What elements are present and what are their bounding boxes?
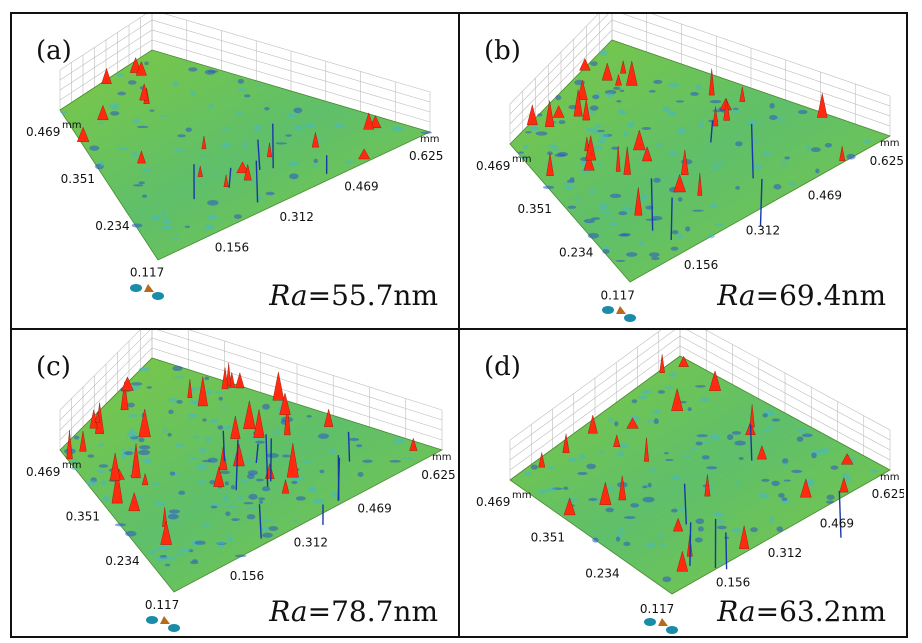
ra-value-b: =69.4nm bbox=[755, 279, 886, 312]
y-tick-label: 0.234 bbox=[105, 554, 139, 568]
panel-label-b: (b) bbox=[484, 36, 521, 66]
x-tick-label: 0.625 bbox=[421, 468, 455, 482]
x-tick-label: 0.156 bbox=[215, 241, 249, 255]
y-tick-label: 0.351 bbox=[61, 172, 95, 186]
surface-plot-a: 0.469 0.351 0.234 0.117 mm 0.156 0.312 0.469 0.6… bbox=[26, 14, 443, 300]
x-tick-label: 0.312 bbox=[280, 210, 314, 224]
rotation-gizmo-icon[interactable] bbox=[130, 284, 164, 300]
x-tick-label: 0.469 bbox=[357, 502, 391, 516]
roughness-label-d: Ra=63.2nm bbox=[717, 595, 886, 628]
back-grid bbox=[509, 330, 891, 481]
ra-symbol-b: Ra bbox=[717, 279, 756, 312]
x-tick-label: 0.469 bbox=[820, 516, 854, 530]
panel-label-d: (d) bbox=[484, 352, 521, 382]
surface-plot-d: 0.469 0.351 0.234 0.117 mm 0.156 0.312 0.469 0.6… bbox=[476, 330, 904, 634]
surface-peaks bbox=[538, 354, 854, 572]
figure-grid: 0.469 0.351 0.234 0.117 mm 0.156 0.312 0.469 0.6… bbox=[10, 12, 908, 638]
surface-pits bbox=[650, 120, 763, 241]
surface-peaks bbox=[526, 58, 846, 216]
panel-b: 0.469 0.351 0.234 0.117 mm 0.156 0.312 0.469 0.6… bbox=[460, 14, 904, 326]
ra-value-d: =63.2nm bbox=[755, 595, 886, 628]
divider-horizontal bbox=[12, 328, 906, 330]
y-tick-label: 0.351 bbox=[66, 509, 100, 523]
y-tick-label: 0.469 bbox=[26, 465, 60, 479]
y-tick-label: 0.117 bbox=[640, 602, 674, 616]
x-unit-label: mm bbox=[432, 452, 451, 463]
back-grid bbox=[59, 14, 431, 133]
surface-texture bbox=[523, 372, 878, 583]
y-unit-label: mm bbox=[512, 154, 531, 165]
rotation-gizmo-icon[interactable] bbox=[644, 618, 678, 634]
y-tick-label: 0.117 bbox=[130, 266, 164, 280]
rotation-gizmo-icon[interactable] bbox=[602, 306, 636, 322]
x-unit-label: mm bbox=[420, 134, 439, 145]
x-unit-label: mm bbox=[880, 138, 899, 149]
y-tick-label: 0.234 bbox=[95, 219, 129, 233]
x-tick-label: 0.469 bbox=[344, 180, 378, 194]
panel-label-a: (a) bbox=[36, 36, 72, 66]
x-tick-label: 0.312 bbox=[294, 535, 328, 549]
x-tick-label: 0.156 bbox=[684, 258, 718, 272]
panel-c: 0.469 0.351 0.234 0.117 mm 0.156 0.312 0.469 0.6… bbox=[12, 330, 456, 642]
x-tick-label: 0.469 bbox=[808, 189, 842, 203]
y-tick-label: 0.234 bbox=[559, 245, 593, 259]
y-tick-label: 0.469 bbox=[476, 495, 510, 509]
ra-symbol-c: Ra bbox=[269, 595, 308, 628]
y-tick-label: 0.469 bbox=[26, 125, 60, 139]
ra-symbol-d: Ra bbox=[717, 595, 756, 628]
ra-symbol-a: Ra bbox=[269, 279, 308, 312]
y-unit-label: mm bbox=[62, 460, 81, 471]
rotation-gizmo-icon[interactable] bbox=[146, 616, 180, 632]
panel-label-c: (c) bbox=[36, 352, 71, 382]
divider-vertical bbox=[458, 14, 460, 636]
roughness-label-a: Ra=55.7nm bbox=[269, 279, 438, 312]
y-tick-label: 0.234 bbox=[585, 566, 619, 580]
y-tick-label: 0.469 bbox=[476, 159, 510, 173]
y-unit-label: mm bbox=[62, 120, 81, 131]
y-tick-label: 0.117 bbox=[601, 288, 635, 302]
axes: 0.469 0.351 0.234 0.117 mm 0.156 0.312 0.469 0.6… bbox=[476, 138, 904, 302]
surface-pits bbox=[683, 424, 842, 570]
x-tick-label: 0.625 bbox=[409, 149, 443, 163]
x-tick-label: 0.312 bbox=[746, 223, 780, 237]
x-unit-label: mm bbox=[880, 472, 899, 483]
x-tick-label: 0.312 bbox=[768, 546, 802, 560]
roughness-label-c: Ra=78.7nm bbox=[269, 595, 438, 628]
axes: 0.469 0.351 0.234 0.117 mm 0.156 0.312 0.469 0.6… bbox=[26, 120, 443, 280]
surface-peaks bbox=[76, 57, 382, 187]
x-tick-label: 0.625 bbox=[870, 154, 904, 168]
ra-value-c: =78.7nm bbox=[307, 595, 438, 628]
surface-pits bbox=[193, 123, 328, 203]
surface-pits bbox=[222, 430, 351, 539]
panel-a: 0.469 0.351 0.234 0.117 mm 0.156 0.312 0.469 0.6… bbox=[12, 14, 456, 326]
surface-texture bbox=[518, 49, 871, 262]
axes: 0.469 0.351 0.234 0.117 mm 0.156 0.312 0.469 0.6… bbox=[26, 452, 456, 612]
axes: 0.469 0.351 0.234 0.117 mm 0.156 0.312 0.469 0.6… bbox=[476, 472, 904, 616]
y-tick-label: 0.351 bbox=[531, 531, 565, 545]
y-tick-label: 0.117 bbox=[145, 598, 179, 612]
roughness-label-b: Ra=69.4nm bbox=[717, 279, 886, 312]
x-tick-label: 0.625 bbox=[872, 487, 904, 501]
ra-value-a: =55.7nm bbox=[307, 279, 438, 312]
y-unit-label: mm bbox=[512, 490, 531, 501]
x-tick-label: 0.156 bbox=[230, 569, 264, 583]
surface-plot-b: 0.469 0.351 0.234 0.117 mm 0.156 0.312 0.469 0.6… bbox=[476, 14, 904, 322]
surface bbox=[509, 355, 891, 595]
surface-plot-c: 0.469 0.351 0.234 0.117 mm 0.156 0.312 0.469 0.6… bbox=[26, 330, 456, 632]
surface-peaks bbox=[66, 362, 418, 545]
y-tick-label: 0.351 bbox=[518, 202, 552, 216]
panel-d: 0.469 0.351 0.234 0.117 mm 0.156 0.312 0.469 0.6… bbox=[460, 330, 904, 642]
x-tick-label: 0.156 bbox=[716, 575, 750, 589]
